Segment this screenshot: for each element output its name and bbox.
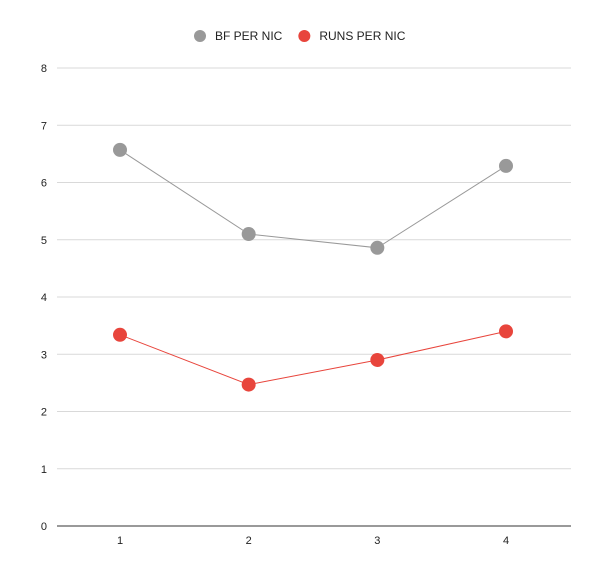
y-tick-label: 5 [41, 235, 47, 247]
y-tick-label: 8 [41, 63, 47, 75]
series-line-2 [119, 330, 507, 386]
legend-item: BF PER NIC [194, 29, 283, 43]
data-point [370, 240, 385, 255]
data-point [241, 377, 256, 392]
legend-marker [194, 30, 206, 42]
series-lines [119, 149, 507, 386]
x-tick-label: 4 [503, 535, 509, 547]
data-point [499, 324, 513, 339]
x-tick-label: 1 [117, 535, 123, 547]
series-line-1 [119, 149, 507, 249]
legend-marker [298, 30, 311, 42]
x-tick-label: 3 [374, 535, 380, 547]
legend: BF PER NIC RUNS PER NIC [194, 29, 406, 43]
data-point [113, 142, 127, 157]
y-tick-label: 4 [41, 292, 47, 304]
x-tick-label: 2 [246, 535, 252, 547]
y-axis-ticks: 0 1 2 3 4 5 6 7 8 [41, 63, 47, 533]
gridlines [57, 67, 571, 527]
y-tick-label: 6 [41, 178, 47, 190]
data-point [241, 227, 256, 242]
data-point [499, 158, 513, 173]
x-axis-ticks: 1 2 3 4 [117, 535, 509, 547]
y-tick-label: 7 [41, 120, 47, 132]
y-tick-label: 0 [41, 521, 47, 533]
data-point [370, 352, 385, 367]
legend-item: RUNS PER NIC [298, 29, 406, 43]
y-tick-label: 2 [41, 407, 47, 419]
series-points [113, 142, 513, 392]
legend-label: BF PER NIC [215, 29, 283, 43]
y-tick-label: 3 [41, 349, 47, 361]
y-tick-label: 1 [41, 464, 47, 476]
legend-label: RUNS PER NIC [319, 29, 405, 43]
data-point [113, 327, 127, 342]
